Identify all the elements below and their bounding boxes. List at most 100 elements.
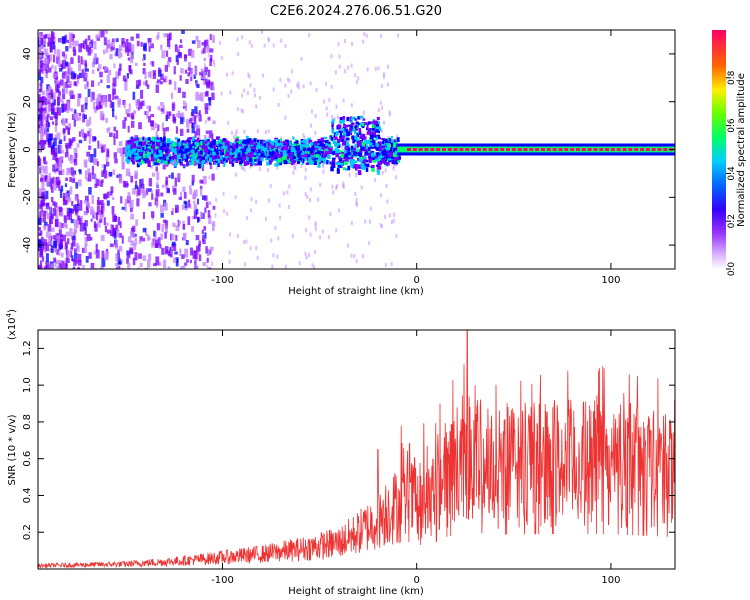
spectrogram-cell [178,141,182,145]
spectrogram-cell [332,158,335,163]
spectrogram-cell [245,135,249,140]
spectrogram-cell [327,147,332,150]
spectrogram-cell [208,175,211,180]
spectrogram-cell [363,154,366,160]
spectrogram-cell [177,143,182,147]
spectrogram-cell [180,145,184,150]
spectrogram-cell [178,158,182,164]
spectrogram-cell [87,172,92,182]
spectrogram-cell [314,147,318,150]
spectrogram-cell [195,159,200,163]
spectrogram-cell [310,155,314,160]
spectrogram-cell [214,213,217,218]
spectrogram-cell [135,180,138,187]
spectrogram-cell [375,124,379,127]
spectrogram-cell [73,170,77,175]
spectrogram-cell [181,254,185,259]
spectrogram-ridge-peak [599,148,604,151]
spectrogram-cell [207,135,210,140]
spectrogram-cell [350,221,353,226]
spectrogram-cell [263,153,267,156]
spectrogram-cell [45,68,49,74]
spectrogram-cell [188,185,192,190]
spectrogram-cell [221,145,225,149]
snr-multiplier-exp: 4 [5,312,13,317]
spectrogram-cell [286,77,289,82]
spectrogram-cell [65,88,69,94]
spectrogram-cell [59,236,62,241]
spectrogram-cell [338,156,341,160]
spectrogram-cell [492,146,495,153]
spectrogram-cell [203,195,208,201]
spectrogram-cell [171,155,175,161]
spectrogram-cell [41,51,44,59]
spectrogram-cell [38,265,41,269]
spectrogram-cell [65,193,69,201]
spectrogram-cell [545,146,548,153]
spectrogram-cell [108,69,112,76]
spectrogram-cell [77,55,80,64]
spectrogram-cell [356,138,360,143]
spectrogram-cell [142,227,146,233]
spectrogram-cell [43,157,46,164]
spectrogram-cell [100,79,103,83]
spectrogram-cell [72,46,76,53]
spectrogram-cell [161,154,165,158]
spectrogram-cell [111,224,115,230]
spectrogram-cell [48,133,53,141]
spectrogram-cell [216,141,219,145]
spectrogram-cell [253,93,256,98]
spectrogram-cell [39,247,43,256]
spectrogram-cell [83,222,86,231]
spectrogram-cell [49,205,52,213]
spectrogram-cell [474,146,477,153]
spectrogram-ridge-peak [581,148,586,151]
spectrogram-cell [346,141,349,146]
spectrogram-cell [397,146,400,153]
spectrogram-cell [135,33,140,39]
spectrogram-cell [161,143,166,146]
spectrogram-cell [240,150,243,154]
spectrogram-cell [300,163,303,168]
spectrogram-cell [222,138,226,142]
spectrogram-cell [240,159,244,164]
spectrogram-cell [395,162,398,167]
spectrogram-cell [243,129,246,134]
spectrogram-cell [38,192,42,200]
spectrogram-cell [627,146,630,153]
spectrogram-cell [92,58,97,64]
spectrogram-cell [73,158,78,166]
spectrogram-cell [126,254,131,259]
spectrogram-cell [304,167,307,172]
spectrogram-cell [357,164,362,169]
spectrogram-cell [93,148,97,158]
spectrogram-cell [134,185,139,190]
spectrogram-cell [330,121,333,124]
spectrogram-cell [169,111,172,117]
spectrogram-ridge-peak [634,148,639,151]
spectrogram-cell [198,135,201,143]
spectrogram-cell [99,211,102,218]
spectrogram-cell [278,155,281,160]
spectrogram-cell [586,146,589,153]
spectrogram-cell [202,235,205,242]
spectrogram-cell [303,135,306,140]
spectrogram-cell [309,160,313,165]
spectrogram-cell [38,232,42,236]
spectrogram-cell [237,157,242,160]
spectrogram-cell [349,124,354,128]
spectrogram-cell [160,44,163,50]
spectrogram-cell [351,135,355,140]
spectrogram-cell [46,231,49,238]
spectrogram-cell [140,147,144,152]
spectrogram-cell [200,141,203,146]
spectrogram-cell [258,155,261,160]
spectrogram-cell [179,75,182,81]
spectrogram-cell [360,185,363,190]
spectrogram-cell [328,142,331,148]
spectrogram-cell [85,255,89,263]
spectrogram-cell [129,139,134,144]
spectrogram-cell [65,46,69,52]
spectrogram-cell [304,145,308,149]
spectrogram-cell [309,81,312,86]
